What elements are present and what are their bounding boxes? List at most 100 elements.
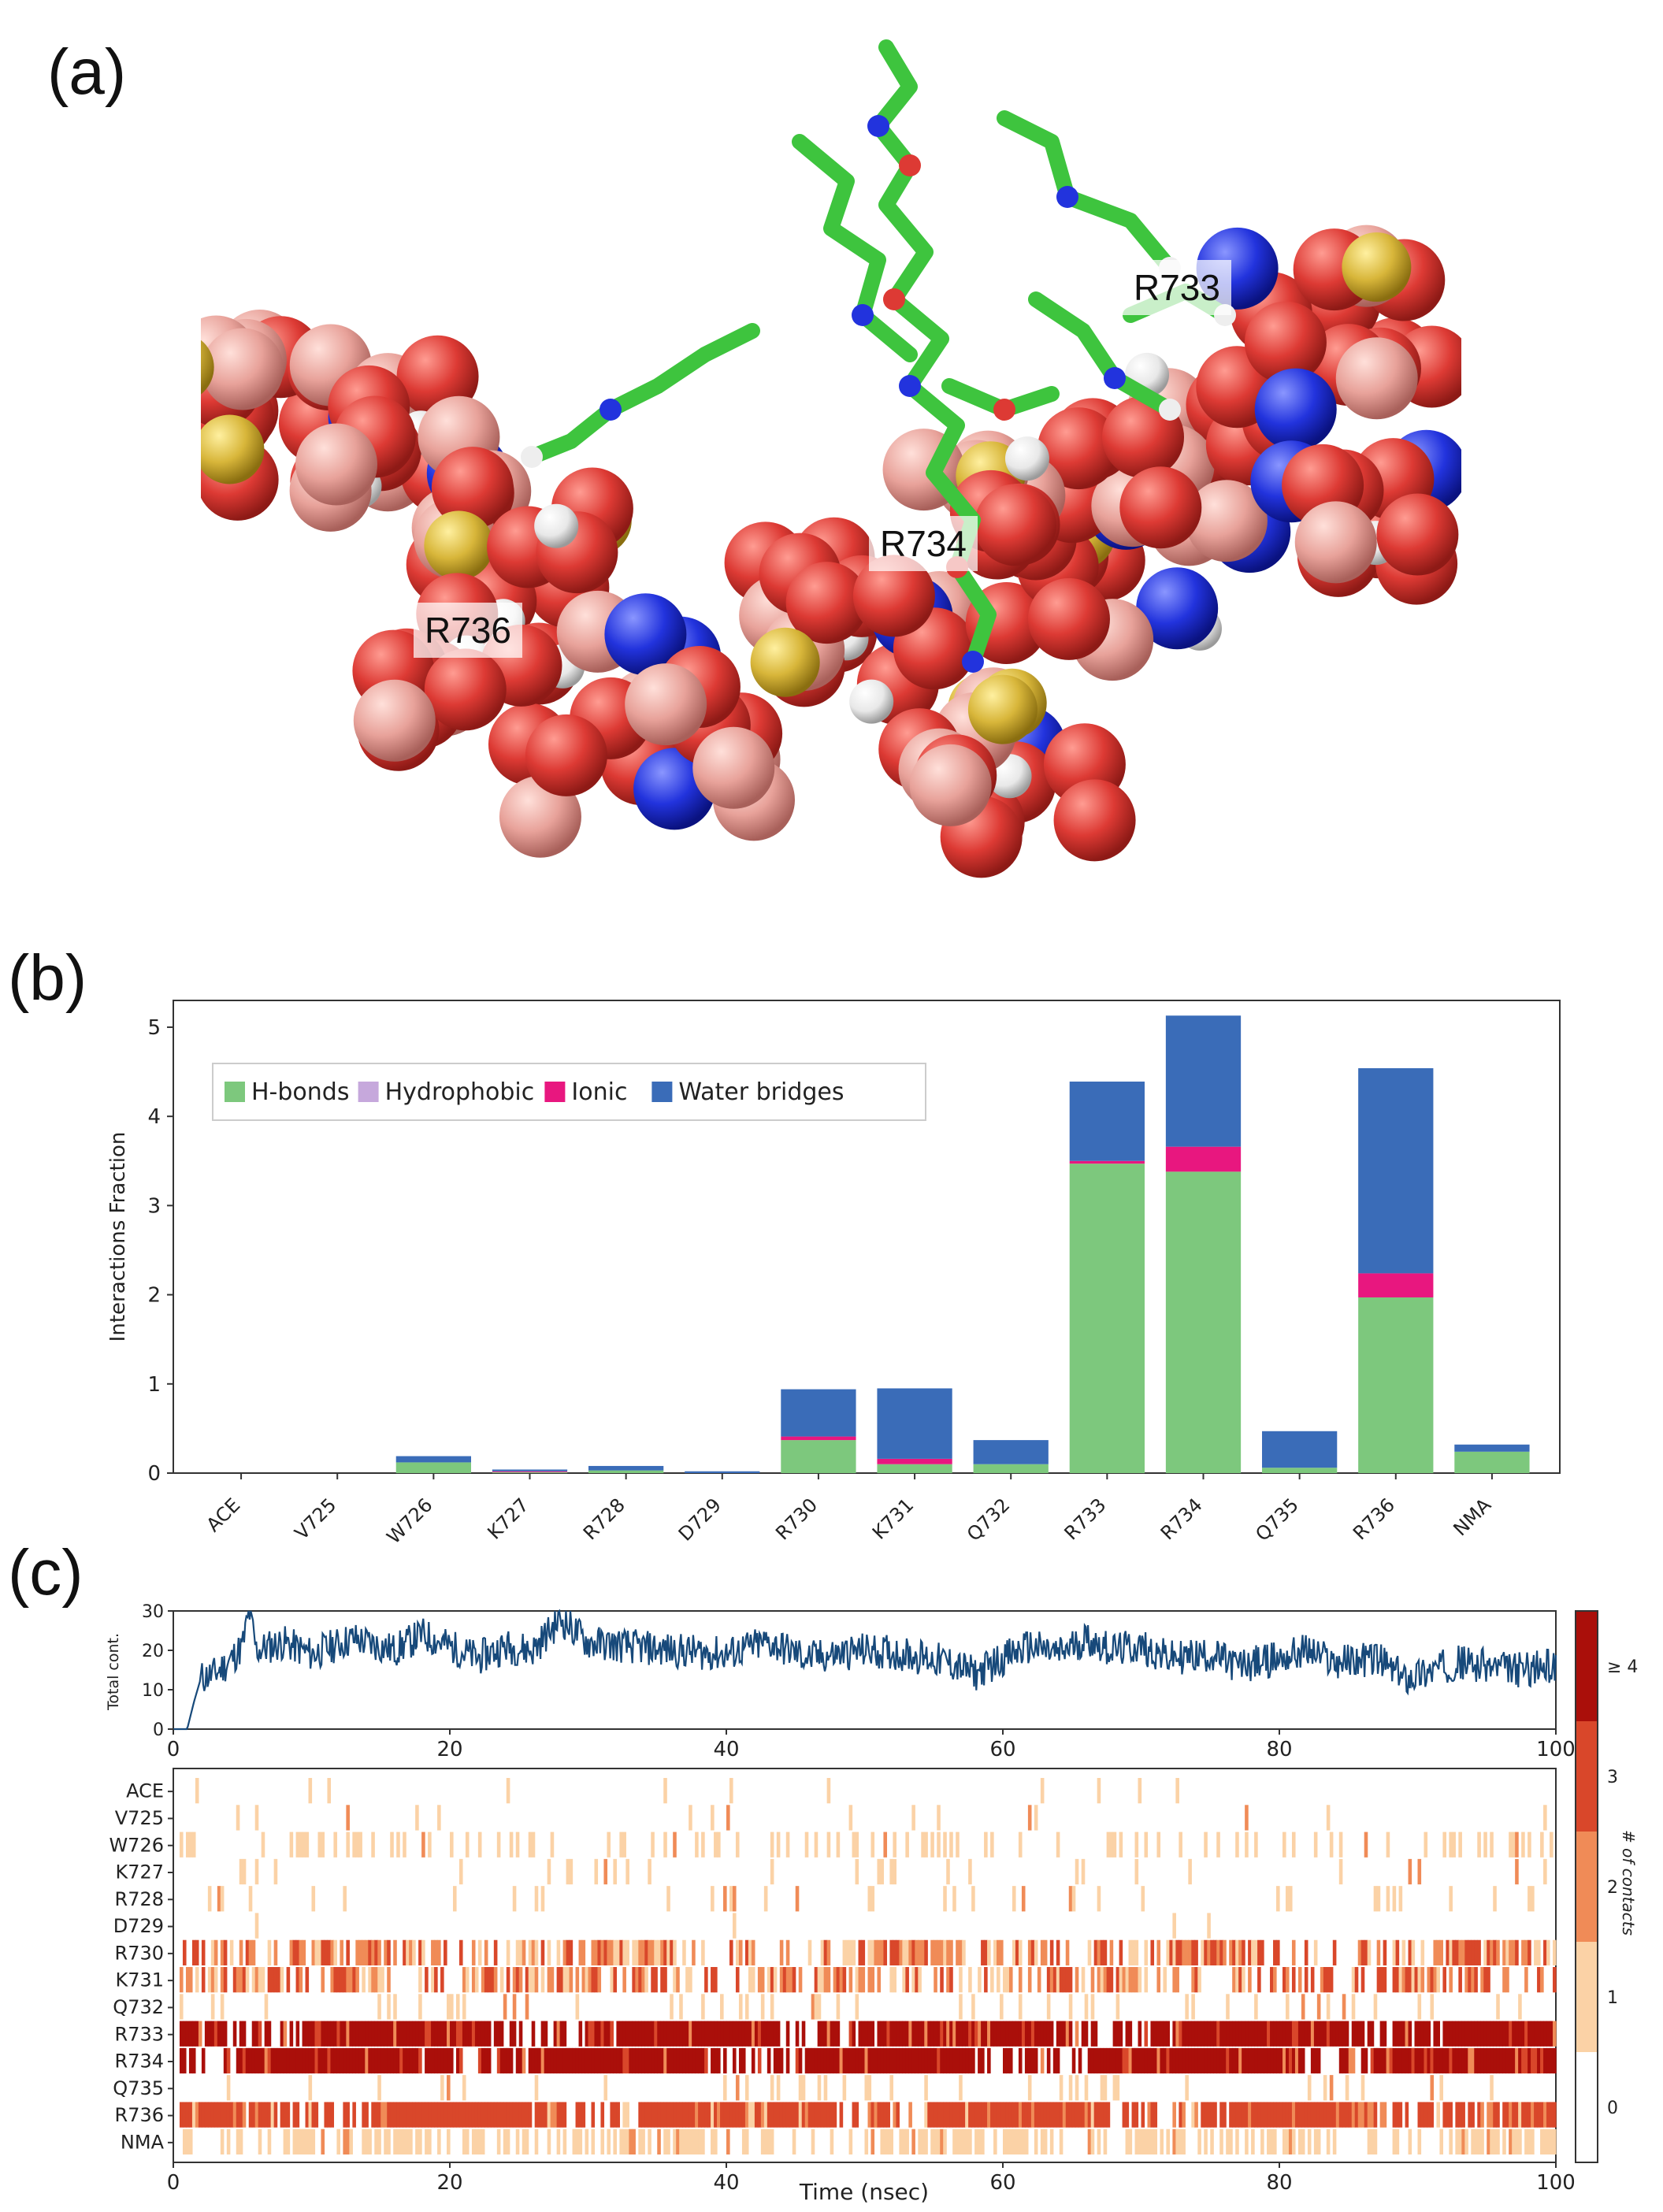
heatmap-cell (236, 2102, 240, 2128)
heatmap-cell (701, 2047, 705, 2074)
heatmap-cell (1012, 2102, 1016, 2128)
heatmap-cell (324, 1939, 329, 1965)
heatmap-cell (1056, 1939, 1060, 1965)
heatmap-cell (374, 1967, 378, 1993)
heatmap-cell (1254, 1832, 1258, 1858)
heatmap-cell (603, 1858, 608, 1885)
heatmap-cell (610, 1939, 614, 1965)
x-tick-label: Q732 (963, 1494, 1015, 1546)
heatmap-cell (1360, 1939, 1365, 1965)
heatmap-cell (1329, 1967, 1334, 1993)
heatmap-cell (1125, 2102, 1130, 2128)
heatmap-cell (1420, 2047, 1425, 2074)
heatmap-cell (689, 2128, 692, 2154)
heatmap-cell (1257, 2102, 1261, 2128)
heatmap-cell (760, 1967, 765, 1993)
heatmap-cell (1175, 1939, 1179, 1965)
heatmap-cell (1068, 2021, 1073, 2047)
heatmap-cell (930, 2102, 934, 2128)
heatmap-cell (365, 2021, 369, 2047)
heatmap-cell (689, 2047, 692, 2074)
heatmap-cell (403, 1832, 406, 1858)
heatmap-cell (428, 1832, 432, 1858)
heatmap-cell (481, 2128, 485, 2154)
bar-stacks (395, 1015, 1530, 1473)
heatmap-cell (817, 2047, 822, 2074)
heatmap-cell (1213, 2102, 1217, 2128)
heatmap-cell (738, 2102, 743, 2128)
heatmap-cell (458, 1858, 463, 1885)
heatmap-cell (1273, 1967, 1277, 1993)
heatmap-cell (534, 1939, 539, 1965)
heatmap-cell (471, 2021, 476, 2047)
heatmap-cell (525, 1994, 529, 2020)
heatmap-row-label: D729 (113, 1915, 164, 1937)
heatmap-cell (937, 1805, 941, 1831)
heatmap-cell (1188, 2047, 1192, 2074)
heatmap-cell (1018, 2128, 1023, 2154)
heatmap-cell (1468, 1967, 1472, 1993)
heatmap-row-labels: ACEV725W726K727R728D729R730K731Q732R733R… (109, 1780, 173, 2153)
heatmap-cell (1216, 1832, 1220, 1858)
heatmap-cell (607, 1832, 611, 1858)
heatmap-cell (1417, 2021, 1422, 2047)
heatmap-cell (1294, 2021, 1299, 2047)
heatmap-cell (1546, 2047, 1550, 2074)
heatmap-cell (518, 2021, 523, 2047)
bar-segment-water-bridges (492, 1469, 568, 1472)
heatmap-cell (1279, 2047, 1283, 2074)
heatmap-cell (807, 1939, 812, 1965)
heatmap-cell (1323, 1967, 1327, 1993)
heatmap-cell (826, 2102, 831, 2128)
heatmap-cell (1452, 1939, 1456, 1965)
atom-sphere (1376, 493, 1459, 576)
heatmap-cell (744, 2102, 749, 2128)
heatmap-cell (1524, 2047, 1528, 2074)
heatmap-cell (770, 2021, 774, 2047)
heatmap-cell (1005, 2021, 1010, 2047)
heatmap-cell (1515, 2047, 1519, 2074)
heatmap-cell (1251, 2102, 1255, 2128)
heatmap-cell (949, 1832, 953, 1858)
heatmap-cell (1477, 1939, 1481, 1965)
heatmap-cell (726, 1805, 730, 1831)
heatmap-cell (1156, 2021, 1161, 2047)
heatmap-cell (855, 1858, 859, 1885)
heatmap-cell (191, 1832, 196, 1858)
atom-sphere (1335, 337, 1418, 420)
heatmap-cell (462, 2021, 466, 2047)
heatmap-cell (462, 2102, 466, 2128)
heatmap-cell (1452, 2047, 1456, 2074)
heatmap-cell (1216, 2047, 1220, 2074)
heatmap-cell (704, 2102, 708, 2128)
heatmap-cell (666, 1886, 670, 1912)
heatmap-cell (412, 2047, 416, 2074)
heatmap-cell (717, 1832, 721, 1858)
heatmap-cell (213, 2021, 218, 2047)
heatmap-cell (1084, 2102, 1089, 2128)
heatmap-cell (811, 2102, 815, 2128)
heatmap-cell (283, 2102, 288, 2128)
heatmap-cell (785, 2021, 790, 2047)
heatmap-cell (625, 2047, 629, 2074)
x-tick-label: K727 (483, 1494, 533, 1543)
heatmap-cell (619, 2021, 623, 2047)
heatmap-cell (1464, 2128, 1468, 2154)
heatmap-cell (1125, 2021, 1130, 2047)
heatmap-cell (1376, 1886, 1381, 1912)
heatmap-cell (1235, 1939, 1239, 1965)
heatmap-cell (465, 1967, 470, 1993)
heatmap-cell (1471, 1967, 1475, 1993)
x-tick-label: ACE (202, 1494, 245, 1536)
heatmap-cell (632, 1967, 636, 1993)
heatmap-cell (1367, 2021, 1372, 2047)
heatmap-cell (1235, 2102, 1239, 2128)
heatmap-cell (1449, 1832, 1453, 1858)
heatmap-cell (673, 1832, 677, 1858)
heatmap-cell (1512, 2021, 1516, 2047)
heatmap-cell (1012, 2021, 1016, 2047)
heatmap-cell (1493, 2102, 1497, 2128)
heatmap-cell (877, 1858, 882, 1885)
heatmap-cell (1172, 1913, 1176, 1939)
heatmap-cell (1313, 2102, 1318, 2128)
